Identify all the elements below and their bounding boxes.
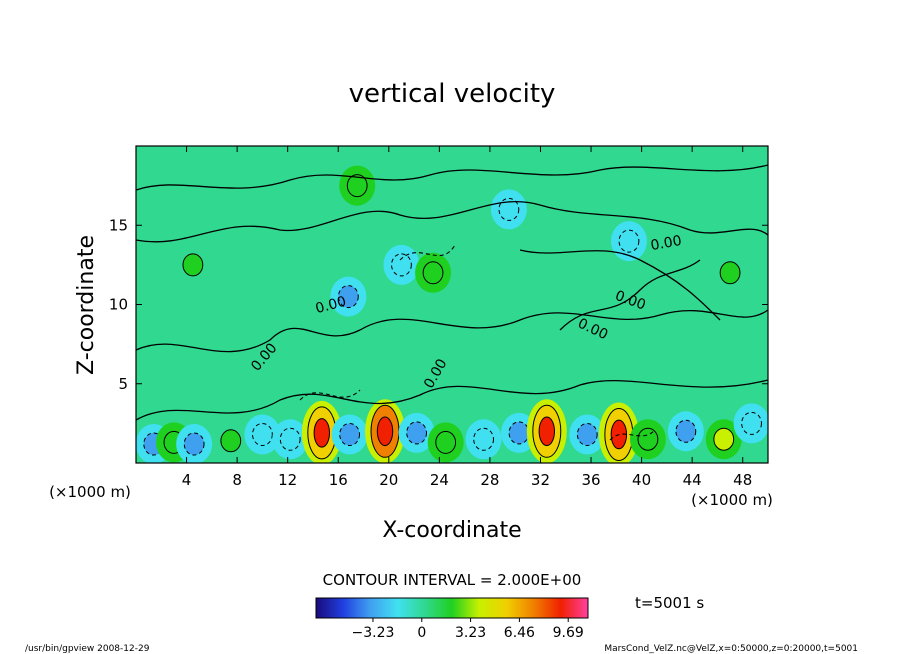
negative-contour-lines — [299, 244, 656, 441]
chart-title: vertical velocity — [349, 79, 556, 109]
x-tick-label: 44 — [683, 471, 702, 489]
colorbar-tick-label: −3.23 — [352, 625, 395, 641]
velocity-cell-17 — [667, 411, 704, 452]
x-tick-label: 32 — [531, 471, 550, 489]
velocity-cell-8 — [365, 399, 406, 463]
x-tick-label: 16 — [329, 471, 348, 489]
colorbar — [315, 597, 589, 619]
colorbar-tick-label: 6.46 — [504, 625, 535, 641]
contour-lines — [136, 164, 768, 421]
colorbar-tick-label: 0 — [417, 625, 426, 641]
velocity-cell-11 — [465, 419, 502, 460]
x-tick-label: 20 — [379, 471, 398, 489]
velocity-cell-7 — [331, 414, 368, 455]
x-unit-left: (×1000 m) — [49, 483, 131, 501]
x-tick-label: 28 — [480, 471, 499, 489]
y-tick-label: 5 — [118, 375, 128, 393]
colorbar-tick-label: 9.69 — [553, 625, 584, 641]
velocity-cell-27 — [712, 252, 749, 293]
velocity-cell-20 — [330, 276, 367, 317]
footer-left: /usr/bin/gpview 2008-12-29 — [25, 644, 150, 654]
y-axis-label: Z-coordinate — [74, 235, 99, 375]
x-axis-ticks: 4 8 12 16 20 24 28 32 36 40 44 48 — [182, 146, 752, 489]
velocity-cell-18 — [705, 419, 742, 460]
contour-label: 0.00 — [314, 294, 348, 318]
velocity-cell-19 — [733, 403, 768, 444]
velocity-cell-22 — [415, 252, 452, 293]
velocity-cell-4 — [244, 414, 281, 455]
velocity-cell-16 — [629, 419, 666, 460]
velocity-cell-14 — [569, 414, 606, 455]
footer-right: MarsCond_VelZ.nc@VelZ,x=0:50000,z=0:2000… — [604, 644, 858, 654]
x-unit-right: (×1000 m) — [691, 491, 773, 509]
x-axis-label: X-coordinate — [382, 518, 521, 543]
y-tick-label: 10 — [109, 296, 128, 314]
time-label: t=5001 s — [635, 594, 704, 612]
contour-label: 0.00 — [649, 233, 682, 254]
x-tick-label: 24 — [430, 471, 449, 489]
contour-interval: CONTOUR INTERVAL = 2.000E+00 — [323, 571, 582, 589]
colorbar-tick-label: 3.23 — [455, 625, 486, 641]
velocity-cell-5 — [272, 419, 309, 460]
velocity-cell-23 — [490, 189, 527, 230]
x-tick-label: 36 — [581, 471, 600, 489]
velocity-cell-3 — [212, 420, 249, 461]
y-tick-label: 15 — [109, 216, 128, 234]
plot-background — [136, 146, 768, 463]
velocity-cell-21 — [383, 244, 420, 285]
colorbar-ticks: −3.23 0 3.23 6.46 9.69 — [352, 618, 584, 641]
velocity-cell-6 — [301, 400, 342, 463]
y-axis-ticks: 5 10 15 — [109, 216, 768, 393]
x-tick-label: 12 — [278, 471, 297, 489]
velocity-cells — [136, 165, 768, 463]
velocity-cell-9 — [398, 412, 435, 453]
velocity-cell-10 — [427, 422, 464, 463]
x-tick-label: 48 — [733, 471, 752, 489]
x-tick-label: 40 — [632, 471, 651, 489]
velocity-cell-13 — [526, 399, 567, 463]
velocity-cell-25 — [174, 244, 211, 285]
velocity-cell-26 — [610, 221, 647, 262]
velocity-cell-2 — [176, 423, 213, 463]
velocity-cell-24 — [339, 165, 376, 206]
x-tick-label: 8 — [232, 471, 242, 489]
x-tick-label: 4 — [182, 471, 192, 489]
